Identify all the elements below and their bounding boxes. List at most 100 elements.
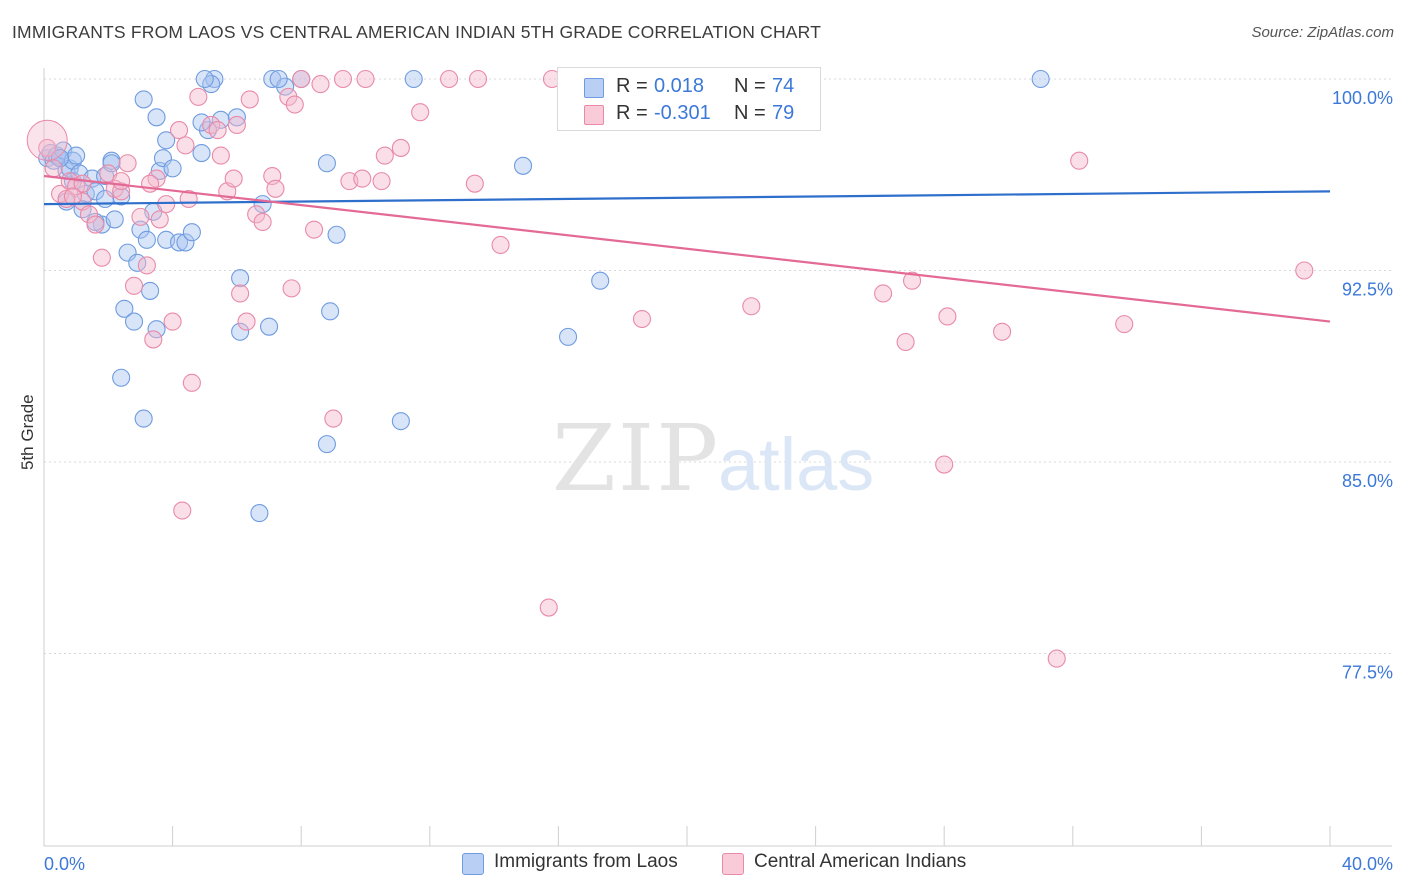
laos-point [134,90,153,109]
laos-point [259,317,279,336]
laos-point [147,108,166,127]
source-note: Source: ZipAtlas.com [1251,24,1394,41]
stats-legend: R = 0.018 N = 74 R = -0.301 N = 79 [557,67,821,131]
central-american-indian-point [169,121,189,140]
laos-point [147,320,166,339]
central-american-indian-point [224,169,243,188]
central-american-indian-point [902,271,922,290]
y-tick-label: 77.5% [1342,663,1393,683]
central-american-indian-point [311,75,330,94]
laos-point [134,409,153,428]
laos-point [1031,69,1050,89]
laos-point [250,504,269,523]
laos-point [112,368,131,387]
series-central-american-indian-points [26,69,1314,668]
central-american-indian-point [1295,261,1314,280]
central-american-indian-point [491,235,510,255]
central-american-indian-point [279,87,298,106]
central-american-indian-point [157,195,176,214]
central-american-indian-point [935,455,954,474]
central-american-indian-point [237,312,256,331]
laos-point [182,223,201,242]
central-american-indian-point [266,179,285,198]
laos-point [105,210,124,229]
central-american-indian-point [124,276,144,295]
y-tick-label: 92.5% [1342,280,1393,300]
central-american-indian-point [938,307,957,326]
bottom-legend-swatch-laos [462,853,484,875]
central-american-indian-point [282,279,301,298]
laos-point [276,77,295,96]
laos-point [131,220,150,239]
laos-point [513,156,533,175]
bottom-legend-label: Immigrants from Laos [494,851,678,872]
laos-point [227,108,246,127]
chart-title: IMMIGRANTS FROM LAOS VS CENTRAL AMERICAN… [12,22,822,42]
central-american-indian-point [440,69,459,89]
laos-point [269,69,288,89]
central-american-indian-point [285,95,304,114]
central-american-indian-point [189,87,208,106]
laos-point [391,412,410,431]
legend-swatch-central-american-indians [584,105,604,125]
central-american-indian-point [38,138,57,157]
laos-point [317,154,336,173]
central-american-indian-point [632,309,652,329]
laos-point [176,233,195,252]
laos-point [205,69,224,89]
laos-point [124,312,144,331]
y-tick-label: 100.0% [1332,88,1393,108]
central-american-indian-point [131,207,150,226]
laos-point [558,327,578,346]
laos-point [198,121,218,140]
central-american-indian-point [539,598,558,617]
central-american-indian-point [305,220,324,239]
legend-n-value: 74 [772,75,795,97]
legend-n-label: N = [734,75,766,97]
legend-n-label: N = [734,102,766,124]
central-american-indian-point [1115,315,1134,334]
central-american-indian-point [211,146,230,165]
laos-point [102,154,121,173]
central-american-indian-point [176,136,195,155]
watermark-atlas: atlas [718,423,874,506]
central-american-indian-point [182,373,201,392]
laos-point [169,233,189,252]
laos-point [195,69,214,89]
central-american-indian-point [993,322,1012,341]
central-american-indian-point [375,146,394,165]
central-american-indian-point [874,284,893,303]
central-american-indian-point [144,330,163,349]
central-american-indian-point [86,215,105,234]
central-american-indian-point [896,332,915,352]
central-american-indian-point [372,172,391,191]
central-american-indian-point [227,115,246,135]
x-tick-label-max: 40.0% [1342,854,1393,874]
central-american-indian-point [112,182,131,201]
trend-lines [43,174,1331,323]
laos-point [317,435,336,454]
central-american-indian-point [240,90,259,109]
central-american-indian-trend-line [43,174,1331,323]
central-american-indian-point [253,212,272,232]
legend-n-value: 79 [772,102,795,124]
central-american-indian-point [150,210,169,229]
central-american-indian-point [92,248,111,267]
bottom-legend-swatch-central-american-indians [722,853,744,875]
laos-point [591,271,610,290]
legend-r-value: -0.301 [654,102,711,124]
y-axis-label: 5th Grade [18,394,37,470]
central-american-indian-point [292,69,311,89]
watermark-zip: ZIP [552,405,720,512]
central-american-indian-point [173,501,192,520]
laos-point [231,269,250,288]
x-tick-label-min: 0.0% [44,854,85,874]
central-american-indian-cluster-point [26,119,68,161]
central-american-indian-point [208,121,227,140]
central-american-indian-point [1047,649,1066,668]
laos-point [115,299,134,318]
central-american-indian-point [1070,151,1089,170]
laos-point [51,149,70,168]
